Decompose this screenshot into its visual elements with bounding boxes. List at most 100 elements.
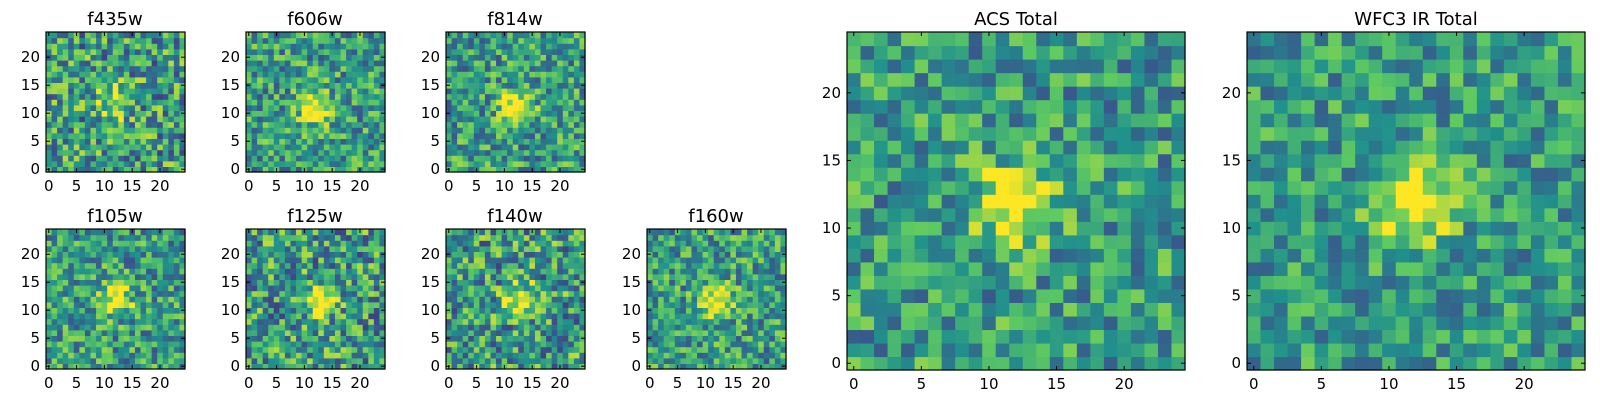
- heatmap-cell: [730, 307, 737, 314]
- heatmap-cell: [546, 166, 553, 173]
- heatmap-cell: [697, 313, 704, 320]
- heatmap-cell: [62, 313, 69, 320]
- heatmap-cell: [557, 273, 564, 280]
- heatmap-cell: [573, 166, 581, 173]
- heatmap-cell: [157, 71, 164, 78]
- heatmap-cell: [357, 43, 364, 50]
- heatmap-cell: [79, 257, 86, 264]
- heatmap-cell: [84, 352, 92, 359]
- heatmap-cell: [323, 149, 330, 156]
- heatmap-cell: [462, 234, 469, 241]
- heatmap-cell: [1171, 194, 1186, 209]
- heatmap-cell: [763, 240, 770, 247]
- heatmap-cell: [719, 318, 726, 325]
- heatmap-cell: [46, 346, 53, 353]
- heatmap-cell: [914, 221, 929, 236]
- heatmap-cell: [284, 234, 292, 241]
- heatmap-cell: [669, 240, 676, 247]
- heatmap-cell: [496, 149, 503, 156]
- heatmap-cell: [982, 248, 997, 263]
- heatmap-cell: [708, 318, 715, 325]
- heatmap-cell: [334, 307, 342, 314]
- heatmap-cell: [73, 43, 80, 50]
- heatmap-cell: [318, 285, 325, 292]
- heatmap-cell: [329, 352, 336, 359]
- heatmap-cell: [518, 257, 525, 264]
- heatmap-cell: [334, 32, 342, 39]
- heatmap-cell: [658, 273, 665, 280]
- heatmap-cell: [46, 144, 53, 151]
- heatmap-cell: [246, 324, 253, 331]
- heatmap-cell: [62, 234, 69, 241]
- heatmap-cell: [490, 60, 497, 67]
- heatmap-cell: [46, 37, 53, 44]
- heatmap-cell: [713, 285, 720, 292]
- heatmap-cell: [323, 132, 330, 139]
- heatmap-cell: [568, 251, 575, 258]
- heatmap-cell: [557, 262, 564, 269]
- heatmap-cell: [334, 99, 342, 106]
- heatmap-cell: [296, 82, 303, 89]
- heatmap-cell: [507, 104, 514, 111]
- heatmap-cell: [329, 279, 336, 286]
- heatmap-cell: [874, 221, 889, 236]
- heatmap-cell: [534, 341, 542, 348]
- heatmap-cell: [669, 296, 676, 303]
- heatmap-cell: [1036, 207, 1051, 222]
- heatmap-cell: [146, 273, 153, 280]
- heatmap-cell: [1063, 248, 1078, 263]
- heatmap-cell: [741, 324, 748, 331]
- heatmap-cell: [551, 160, 558, 167]
- heatmap-cell: [680, 363, 687, 370]
- heatmap-cell: [73, 116, 80, 123]
- heatmap-cell: [307, 166, 314, 173]
- heatmap-cell: [1036, 315, 1051, 331]
- heatmap-cell: [318, 296, 325, 303]
- heatmap-cell: [123, 127, 130, 134]
- heatmap-cell: [262, 32, 269, 39]
- heatmap-cell: [468, 335, 475, 342]
- heatmap-cell: [129, 346, 136, 353]
- heatmap-cell: [468, 296, 475, 303]
- heatmap-cell: [268, 324, 275, 331]
- heatmap-cell: [730, 296, 737, 303]
- heatmap-cell: [179, 76, 186, 83]
- heatmap-cell: [658, 296, 665, 303]
- heatmap-cell: [758, 257, 765, 264]
- heatmap-cell: [251, 262, 258, 269]
- heatmap-cell: [251, 245, 258, 252]
- y-tick-label: 0: [30, 160, 40, 178]
- heatmap-cell: [457, 363, 464, 370]
- heatmap-cell: [468, 144, 475, 151]
- heatmap-cell: [90, 138, 97, 145]
- heatmap-cell: [658, 257, 665, 264]
- heatmap-cell: [484, 279, 492, 286]
- heatmap-cell: [507, 335, 514, 342]
- heatmap-cell: [351, 155, 358, 162]
- heatmap-cell: [301, 240, 308, 247]
- heatmap-cell: [901, 329, 916, 344]
- heatmap-cell: [246, 262, 253, 269]
- heatmap-cell: [579, 121, 586, 128]
- heatmap-cell: [557, 245, 564, 252]
- heatmap-cell: [484, 88, 492, 95]
- heatmap-cell: [702, 313, 709, 320]
- heatmap-cell: [162, 363, 169, 370]
- heatmap-cell: [379, 127, 386, 134]
- heatmap-cell: [84, 82, 92, 89]
- heatmap-cell: [758, 245, 765, 252]
- heatmap-cell: [995, 194, 1010, 209]
- heatmap-cell: [546, 301, 553, 308]
- heatmap-cell: [697, 240, 704, 247]
- heatmap-cell: [262, 138, 269, 145]
- heatmap-cell: [268, 149, 275, 156]
- heatmap-cell: [279, 116, 286, 123]
- heatmap-cell: [468, 93, 475, 100]
- heatmap-cell: [501, 132, 508, 139]
- heatmap-cell: [68, 65, 75, 72]
- heatmap-cell: [730, 234, 737, 241]
- heatmap-cell: [490, 43, 497, 50]
- heatmap-cell: [90, 121, 97, 128]
- heatmap-cell: [129, 60, 136, 67]
- heatmap-cell: [562, 301, 569, 308]
